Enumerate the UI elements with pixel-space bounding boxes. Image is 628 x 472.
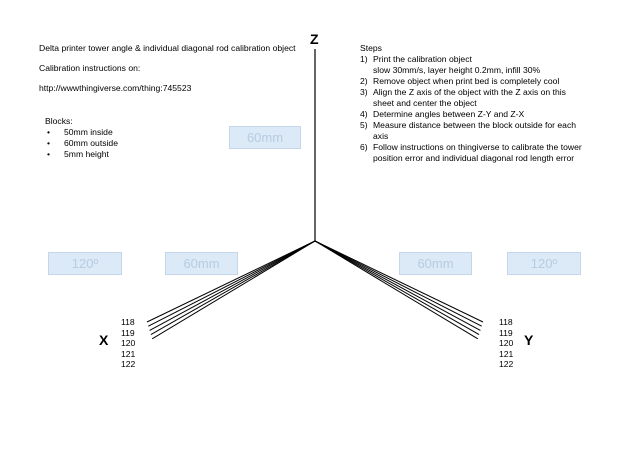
x-rod-lines bbox=[146, 240, 316, 340]
step-text: Print the calibration object bbox=[373, 54, 472, 64]
step-text: Align the Z axis of the object with the … bbox=[373, 87, 566, 108]
y-rod-line bbox=[314, 240, 481, 331]
y-rod-labels: 118 119 120 121 122 bbox=[499, 317, 513, 370]
title-text: Delta printer tower angle & individual d… bbox=[39, 43, 296, 53]
y-rod-line bbox=[314, 240, 484, 323]
top-distance-box: 60mm bbox=[229, 126, 301, 149]
step-item: 2) Remove object when print bed is compl… bbox=[360, 76, 585, 87]
block-item: 60mm outside bbox=[45, 138, 118, 149]
steps-section: Steps 1) Print the calibration object sl… bbox=[360, 43, 585, 164]
step-number: 2) bbox=[360, 76, 368, 86]
y-rod-label: 122 bbox=[499, 359, 514, 369]
y-rod-line bbox=[314, 240, 480, 336]
step-number: 3) bbox=[360, 87, 368, 97]
y-rod-label: 121 bbox=[499, 348, 514, 359]
url-link[interactable]: http://wwwthingiverse.com/thing:745523 bbox=[39, 83, 192, 93]
step-text: Measure distance between the block outsi… bbox=[373, 120, 577, 141]
x-rod-label: 119 bbox=[121, 327, 135, 338]
step-text: Determine angles between Z-Y and Z-X bbox=[373, 109, 525, 119]
x-rod-line bbox=[148, 240, 316, 327]
step-item: 6) Follow instructions on thingiverse to… bbox=[360, 142, 585, 164]
step-number: 4) bbox=[360, 109, 368, 119]
x-axis-label: X bbox=[99, 332, 109, 348]
x-rod-labels: 118 119 120 121 122 bbox=[121, 317, 135, 370]
right-distance-box: 60mm bbox=[399, 252, 472, 275]
step-number: 1) bbox=[360, 54, 368, 64]
step-text: Remove object when print bed is complete… bbox=[373, 76, 560, 86]
block-item: 5mm height bbox=[45, 149, 118, 160]
step-subtext: slow 30mm/s, layer height 0.2mm, infill … bbox=[373, 65, 541, 75]
block-item: 50mm inside bbox=[45, 127, 118, 138]
x-rod-label: 121 bbox=[121, 348, 136, 359]
step-number: 6) bbox=[360, 142, 368, 152]
y-axis-label: Y bbox=[524, 332, 534, 348]
step-number: 5) bbox=[360, 120, 368, 130]
y-rod-label: 120 bbox=[499, 338, 514, 348]
x-rod-label: 118 bbox=[121, 317, 135, 327]
y-rod-label: 118 bbox=[499, 317, 513, 327]
step-item: 5) Measure distance between the block ou… bbox=[360, 120, 585, 142]
blocks-section: Blocks: 50mm inside 60mm outside 5mm hei… bbox=[45, 116, 118, 160]
x-rod-line bbox=[146, 240, 316, 323]
y-rod-line bbox=[314, 240, 482, 327]
right-angle-box: 120º bbox=[507, 252, 581, 275]
steps-heading: Steps bbox=[360, 43, 382, 53]
z-axis-label: Z bbox=[310, 31, 319, 47]
left-angle-box: 120º bbox=[48, 252, 122, 275]
step-item: 1) Print the calibration object slow 30m… bbox=[360, 54, 585, 76]
y-rod-label: 119 bbox=[499, 327, 513, 338]
y-rod-line bbox=[314, 240, 479, 340]
y-rod-lines bbox=[314, 240, 484, 340]
x-rod-line bbox=[149, 240, 316, 331]
calibration-heading: Calibration instructions on: bbox=[39, 63, 141, 73]
step-item: 3) Align the Z axis of the object with t… bbox=[360, 87, 585, 109]
x-rod-line bbox=[150, 240, 316, 336]
left-distance-box: 60mm bbox=[165, 252, 238, 275]
x-rod-label: 122 bbox=[121, 359, 136, 369]
step-text: Follow instructions on thingiverse to ca… bbox=[373, 142, 582, 163]
step-item: 4) Determine angles between Z-Y and Z-X bbox=[360, 109, 585, 120]
x-rod-label: 120 bbox=[121, 338, 136, 348]
blocks-heading: Blocks: bbox=[45, 116, 73, 126]
x-rod-line bbox=[151, 240, 316, 340]
